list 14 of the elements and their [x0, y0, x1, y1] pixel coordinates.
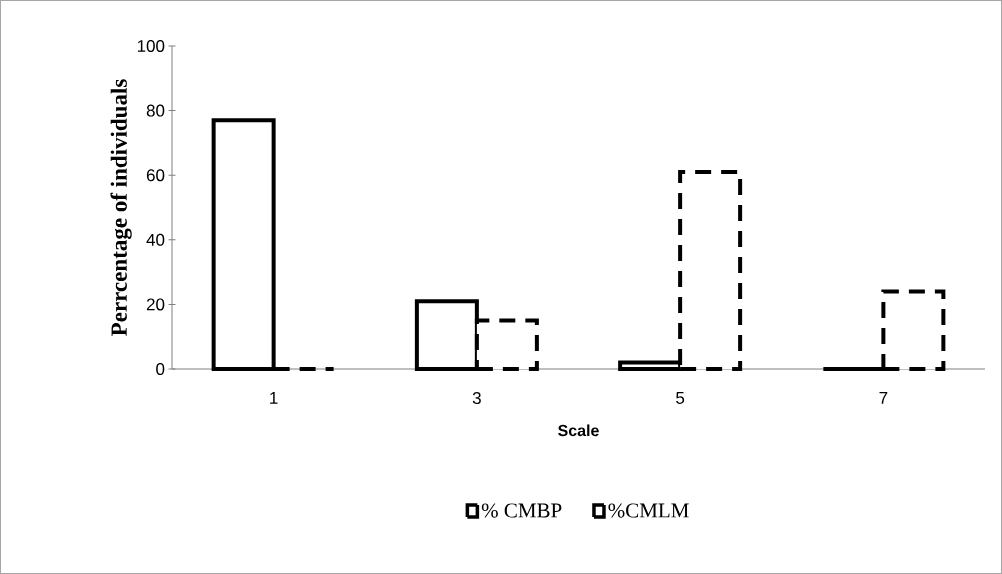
y-tick-label: 60 — [146, 169, 165, 182]
y-axis-title: Perrcentage of individuals — [110, 79, 132, 336]
x-tick-label: 1 — [270, 392, 278, 404]
y-tick-label: 40 — [146, 233, 165, 246]
y-tick-label: 80 — [146, 104, 165, 117]
x-axis-title: Scale — [558, 424, 599, 437]
x-tick-label: 5 — [676, 392, 685, 404]
y-tick-label: 20 — [146, 298, 165, 311]
legend-label: %CMLM — [608, 503, 689, 518]
y-tick-label: 0 — [156, 362, 165, 376]
x-tick-label: 3 — [472, 392, 481, 405]
x-tick-label: 7 — [879, 392, 888, 404]
y-tick-label: 100 — [137, 39, 165, 53]
legend-label: % CMBP — [481, 503, 562, 518]
